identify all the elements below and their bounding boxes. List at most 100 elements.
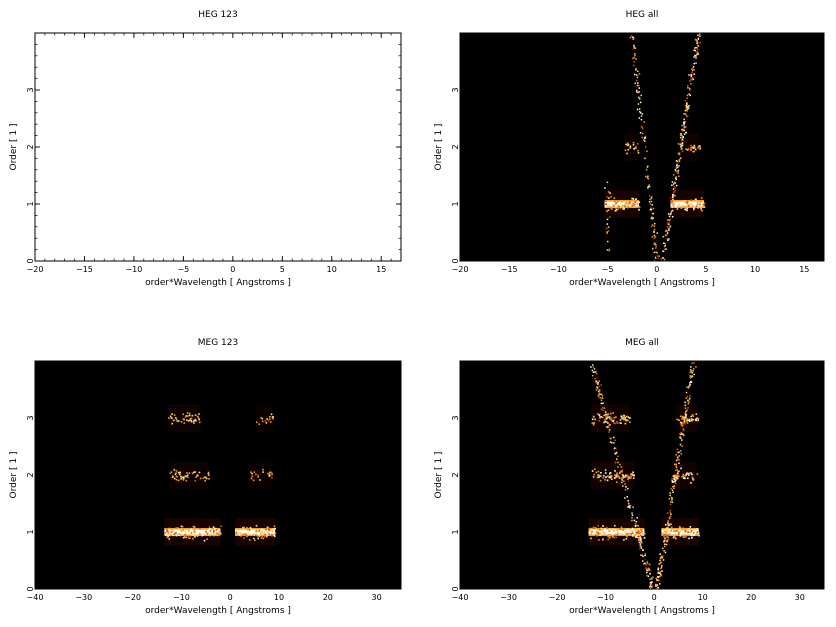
heatmap-pixel — [687, 205, 690, 207]
heatmap-band — [167, 404, 201, 432]
heatmap-pixel — [262, 471, 264, 473]
heatmap-pixel — [634, 47, 636, 49]
heatmap-pixel — [187, 537, 190, 540]
heatmap-pixel — [605, 476, 607, 478]
heatmap-pixel — [679, 527, 682, 529]
heatmap-pixel — [650, 583, 652, 585]
heatmap-pixel — [262, 468, 264, 471]
heatmap-pixel — [703, 206, 706, 208]
heatmap-pixel — [652, 576, 654, 579]
heatmap-pixel — [672, 195, 674, 198]
heatmap-pixel — [177, 527, 179, 529]
heatmap-pixel — [659, 575, 661, 578]
heatmap-pixel — [678, 455, 680, 457]
heatmap-pixel — [638, 73, 641, 75]
heatmap-pixel — [615, 207, 617, 209]
heatmap-pixel — [203, 528, 206, 530]
y-tick-label: 1 — [26, 201, 35, 206]
heatmap-pixel — [691, 204, 694, 207]
x-axis-label: order*Wavelength [ Angstroms ] — [569, 278, 715, 288]
heatmap-pixel — [189, 534, 192, 537]
heatmap-pixel — [596, 476, 599, 479]
heatmap-pixel — [267, 530, 270, 533]
plot-area — [460, 33, 824, 261]
heatmap-pixel — [689, 88, 691, 90]
heatmap-pixel — [690, 75, 692, 77]
heatmap-pixel — [694, 54, 696, 57]
heatmap-pixel — [632, 532, 634, 534]
heatmap-pixel — [697, 146, 699, 149]
heatmap-pixel — [673, 476, 676, 478]
heatmap-pixel — [694, 148, 697, 151]
heatmap-pixel — [690, 482, 692, 484]
heatmap-pixel — [665, 248, 667, 250]
heatmap-pixel — [616, 532, 619, 535]
heatmap-pixel — [606, 426, 609, 429]
heatmap-pixel — [685, 115, 688, 117]
heatmap-pixel — [684, 126, 687, 128]
heatmap-pixel — [684, 416, 686, 418]
heatmap-pixel — [663, 535, 665, 538]
heatmap-pixel — [629, 421, 631, 423]
heatmap-pixel — [666, 530, 668, 532]
heatmap-pixel — [271, 530, 274, 532]
heatmap-pixel — [656, 232, 658, 234]
heatmap-pixel — [629, 506, 631, 509]
heatmap-pixel — [683, 536, 685, 538]
heatmap-pixel — [627, 475, 630, 478]
heatmap-pixel — [647, 177, 650, 180]
heatmap-pixel — [208, 474, 210, 476]
heatmap-pixel — [632, 38, 634, 40]
heatmap-pixel — [183, 535, 186, 538]
heatmap-pixel — [648, 185, 651, 188]
heatmap-pixel — [668, 518, 671, 520]
heatmap-pixel — [207, 471, 210, 474]
heatmap-pixel — [644, 135, 647, 138]
heatmap-pixel — [182, 413, 184, 416]
heatmap-pixel — [666, 226, 669, 228]
heatmap-pixel — [258, 529, 261, 532]
heatmap-pixel — [602, 409, 604, 411]
heatmap-pixel — [687, 106, 689, 108]
heatmap-pixel — [621, 471, 623, 473]
heatmap-pixel — [664, 545, 666, 548]
heatmap-pixel — [697, 45, 700, 47]
heatmap-pixel — [626, 496, 628, 498]
heatmap-pixel — [638, 91, 640, 93]
heatmap-pixel — [695, 413, 698, 415]
heatmap-pixel — [594, 527, 596, 529]
y-tick-label: 3 — [451, 87, 460, 92]
heatmap-pixel — [639, 101, 642, 104]
heatmap-pixel — [607, 422, 609, 424]
heatmap-pixel — [167, 532, 170, 534]
heatmap-pixel — [625, 419, 628, 422]
heatmap-pixel — [639, 543, 642, 545]
heatmap-pixel — [675, 177, 677, 179]
heatmap-pixel — [692, 418, 695, 421]
heatmap-pixel — [684, 99, 687, 102]
heatmap-pixel — [608, 249, 611, 252]
heatmap-pixel — [627, 142, 629, 145]
heatmap-pixel — [674, 195, 676, 197]
heatmap-pixel — [611, 419, 613, 422]
band-core-bright — [588, 529, 645, 535]
panel-meg-123: MEG 123 order*Wavelength [ Angstroms ] O… — [9, 338, 402, 616]
heatmap-pixel — [619, 422, 621, 424]
heatmap-pixel — [169, 534, 172, 536]
heatmap-pixel — [679, 436, 682, 438]
heatmap-pixel — [266, 533, 268, 535]
heatmap-pixel — [214, 527, 216, 530]
heatmap-pixel — [166, 536, 168, 539]
heatmap-pixel — [198, 530, 200, 533]
x-tick-label: 5 — [703, 265, 708, 274]
heatmap-pixel — [619, 419, 622, 421]
heatmap-pixel — [175, 418, 178, 421]
heatmap-pixel — [641, 132, 644, 135]
heatmap-pixel — [639, 534, 641, 537]
heatmap-pixel — [688, 87, 690, 89]
heatmap-pixel — [697, 207, 699, 209]
heatmap-pixel — [606, 526, 608, 529]
heatmap-pixel — [621, 481, 623, 484]
heatmap-pixel — [173, 533, 175, 536]
heatmap-pixel — [175, 475, 178, 478]
